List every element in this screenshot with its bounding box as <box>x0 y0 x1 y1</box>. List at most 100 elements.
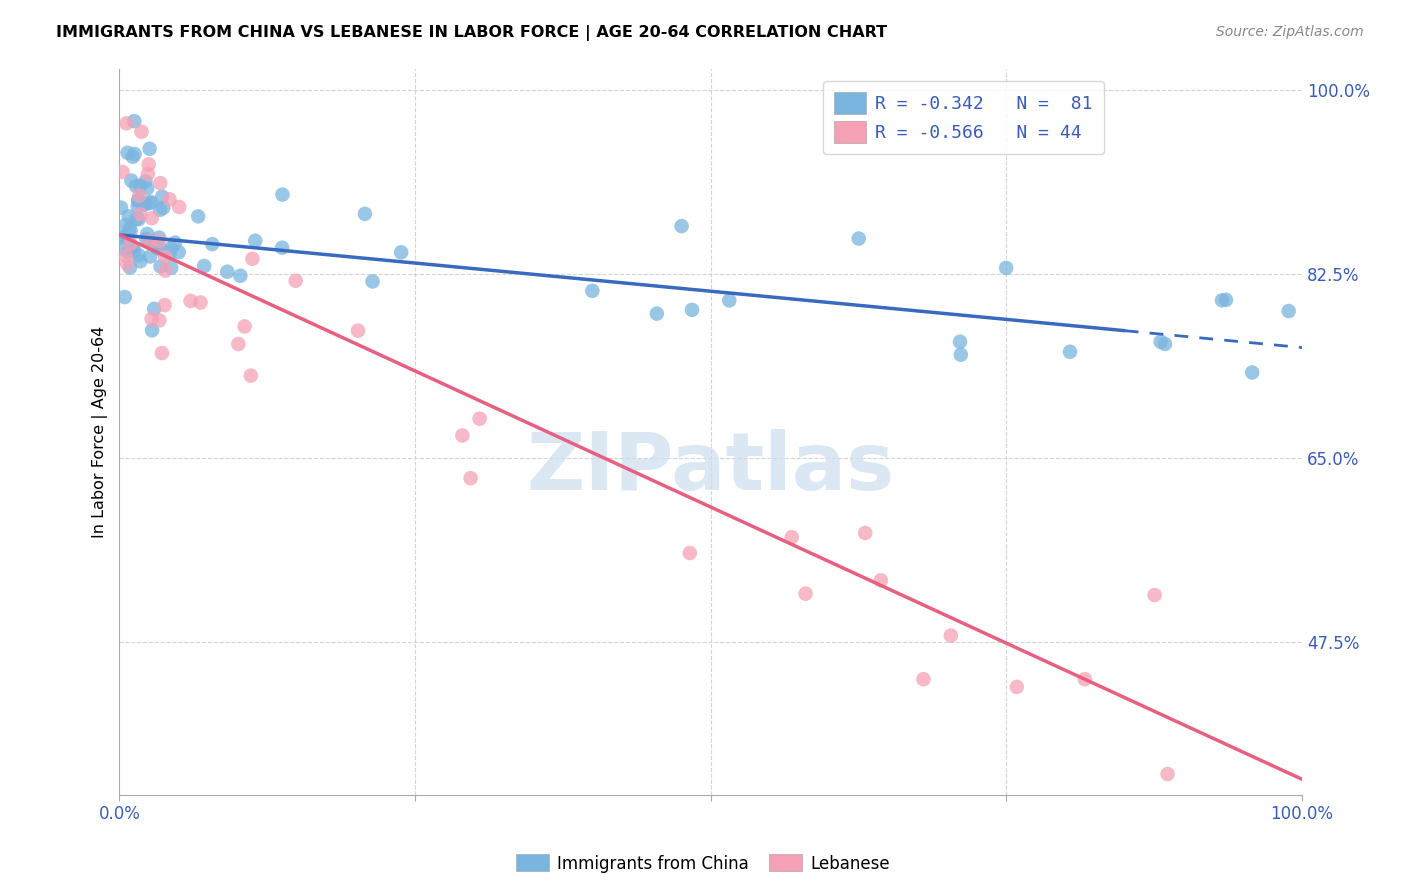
Point <box>134 197 156 211</box>
Point <box>155 263 177 277</box>
Point <box>451 428 474 442</box>
Point <box>149 202 172 217</box>
Point <box>136 227 159 241</box>
Point <box>120 173 142 187</box>
Point <box>135 174 157 188</box>
Point <box>132 197 155 211</box>
Point <box>160 260 183 275</box>
Point <box>125 178 148 193</box>
Point <box>115 257 138 271</box>
Point <box>148 234 170 248</box>
Point <box>128 194 150 208</box>
Point <box>129 207 152 221</box>
Point <box>118 209 141 223</box>
Point <box>217 265 239 279</box>
Point <box>939 629 962 643</box>
Text: ZIPatlas: ZIPatlas <box>527 429 894 508</box>
Text: IMMIGRANTS FROM CHINA VS LEBANESE IN LABOR FORCE | AGE 20-64 CORRELATION CHART: IMMIGRANTS FROM CHINA VS LEBANESE IN LAB… <box>56 25 887 41</box>
Point <box>780 530 803 544</box>
Point <box>114 290 136 304</box>
Point <box>129 254 152 268</box>
Point <box>110 201 132 215</box>
Point <box>143 301 166 316</box>
Point <box>1215 293 1237 307</box>
Point <box>239 368 262 383</box>
Point <box>242 252 264 266</box>
Point <box>870 574 893 588</box>
Legend: Immigrants from China, Lebanese: Immigrants from China, Lebanese <box>509 847 897 880</box>
Point <box>128 188 150 202</box>
Point <box>347 324 370 338</box>
Point <box>853 525 876 540</box>
Point <box>193 259 215 273</box>
Point <box>138 142 160 156</box>
Point <box>148 230 170 244</box>
Point <box>115 116 138 130</box>
Point <box>125 212 148 227</box>
Point <box>117 145 139 160</box>
Point <box>124 147 146 161</box>
Point <box>229 268 252 283</box>
Point <box>226 337 249 351</box>
Point <box>131 125 153 139</box>
Point <box>468 411 491 425</box>
Point <box>127 194 149 208</box>
Point <box>581 284 603 298</box>
Point <box>142 236 165 251</box>
Point <box>124 114 146 128</box>
Point <box>995 260 1018 275</box>
Point <box>139 250 162 264</box>
Point <box>354 207 377 221</box>
Point <box>160 241 183 255</box>
Point <box>136 181 159 195</box>
Point <box>120 223 142 237</box>
Point <box>187 210 209 224</box>
Point <box>233 319 256 334</box>
Point <box>111 165 134 179</box>
Point <box>141 195 163 210</box>
Point <box>671 219 693 233</box>
Point <box>150 189 173 203</box>
Point <box>128 212 150 227</box>
Point <box>361 275 384 289</box>
Point <box>141 323 163 337</box>
Point <box>149 260 172 274</box>
Point <box>152 201 174 215</box>
Point <box>138 235 160 249</box>
Point <box>794 587 817 601</box>
Point <box>122 240 145 254</box>
Point <box>1149 334 1171 349</box>
Point <box>167 245 190 260</box>
Point <box>389 245 412 260</box>
Point <box>110 230 132 244</box>
Legend: R = -0.342   N =  81, R = -0.566   N = 44: R = -0.342 N = 81, R = -0.566 N = 44 <box>823 81 1104 154</box>
Point <box>1005 680 1028 694</box>
Point <box>271 241 294 255</box>
Point <box>118 222 141 236</box>
Point <box>118 260 141 275</box>
Point <box>148 313 170 327</box>
Point <box>460 471 482 485</box>
Point <box>117 233 139 247</box>
Point <box>180 293 202 308</box>
Point <box>679 546 702 560</box>
Point <box>120 236 142 251</box>
Point <box>117 244 139 259</box>
Point <box>149 176 172 190</box>
Point <box>1278 304 1301 318</box>
Point <box>141 211 163 226</box>
Point <box>121 150 143 164</box>
Point <box>153 298 176 312</box>
Point <box>645 307 668 321</box>
Point <box>163 235 186 250</box>
Text: Source: ZipAtlas.com: Source: ZipAtlas.com <box>1216 25 1364 39</box>
Point <box>138 235 160 250</box>
Point <box>912 672 935 686</box>
Point <box>138 157 160 171</box>
Point <box>167 200 190 214</box>
Point <box>153 250 176 264</box>
Point <box>115 249 138 263</box>
Point <box>949 334 972 349</box>
Point <box>136 167 159 181</box>
Point <box>681 302 703 317</box>
